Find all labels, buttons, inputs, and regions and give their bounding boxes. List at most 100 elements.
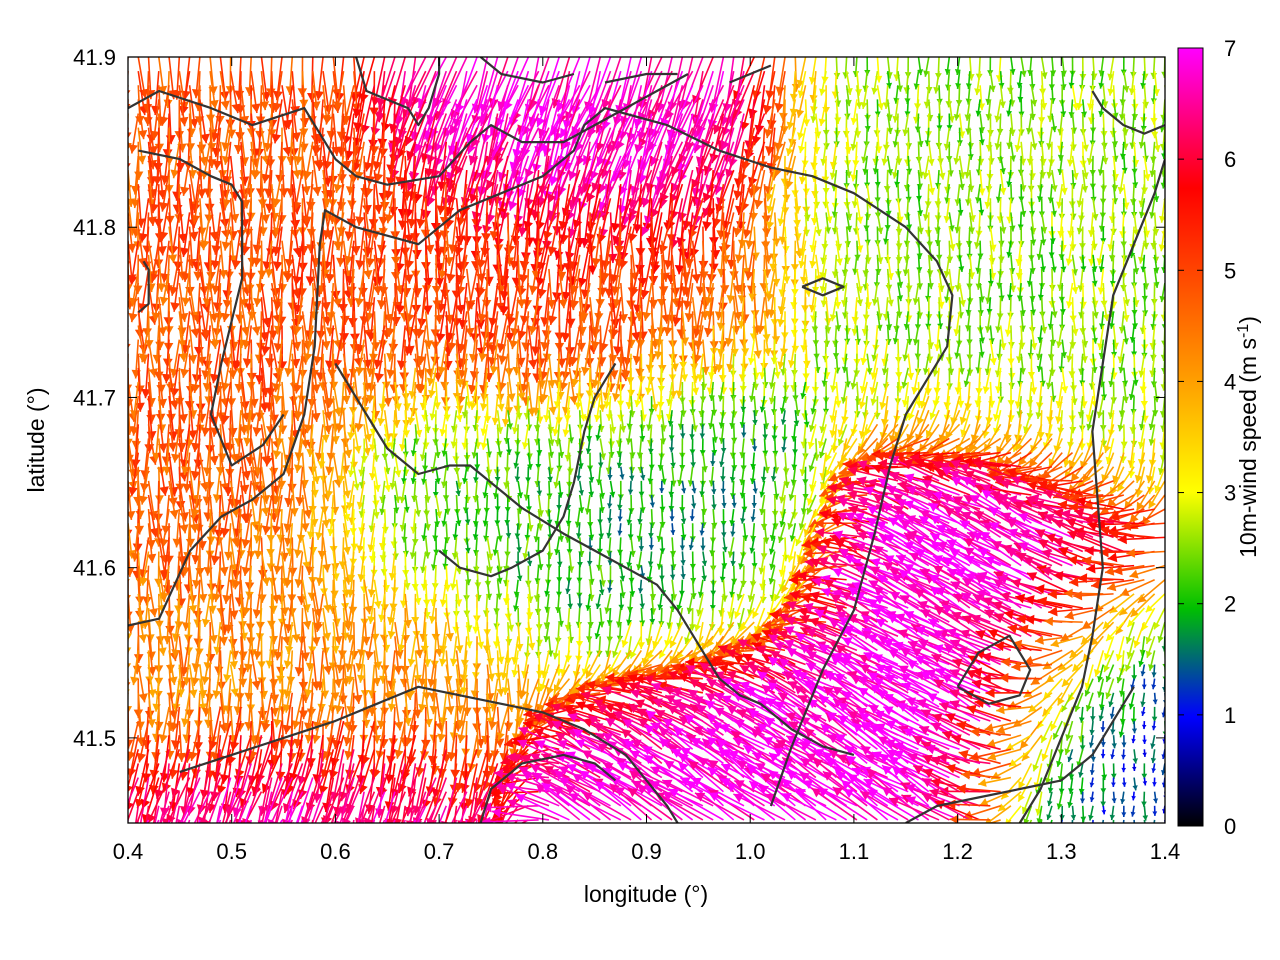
wind-vector-head bbox=[1141, 310, 1149, 317]
wind-vector-head bbox=[860, 101, 868, 109]
wind-vector-head bbox=[691, 273, 702, 284]
wind-vector-head bbox=[178, 105, 189, 116]
wind-vector-head bbox=[1030, 99, 1038, 107]
wind-vector-head bbox=[1111, 173, 1119, 181]
wind-vector-head bbox=[1131, 159, 1140, 167]
wind-vector-head bbox=[780, 178, 789, 186]
wind-vector-head bbox=[528, 285, 539, 295]
wind-vector-head bbox=[1049, 97, 1056, 104]
wind-vector-head bbox=[137, 129, 148, 140]
wind-vector-shaft bbox=[637, 127, 663, 184]
wind-vector-head bbox=[762, 382, 769, 389]
wind-vector-head bbox=[798, 176, 807, 185]
wind-vector-head bbox=[383, 190, 394, 200]
wind-vector-head bbox=[998, 295, 1005, 302]
wind-vector-head bbox=[790, 329, 799, 337]
wind-vector-head bbox=[404, 135, 414, 146]
wind-vector-head bbox=[1049, 238, 1056, 244]
wind-vector-head bbox=[802, 119, 811, 127]
wind-vector-head bbox=[1039, 380, 1046, 387]
wind-vector-head bbox=[528, 98, 539, 109]
wind-vector-head bbox=[977, 158, 985, 166]
wind-vector-head bbox=[340, 315, 350, 325]
wind-vector-head bbox=[1030, 143, 1038, 150]
wind-vector-head bbox=[586, 191, 596, 203]
wind-vector-head bbox=[1068, 82, 1075, 89]
wind-vector-head bbox=[650, 207, 660, 219]
wind-vector-head bbox=[1161, 71, 1165, 78]
wind-vector-head bbox=[128, 132, 132, 139]
wind-vector-head bbox=[864, 302, 873, 310]
wind-vector-head bbox=[374, 372, 385, 383]
wind-vector-head bbox=[798, 145, 806, 154]
wind-vector-shaft bbox=[498, 57, 519, 112]
wind-vector-head bbox=[1065, 258, 1073, 266]
wind-vector-shaft bbox=[709, 70, 725, 130]
wind-vector-head bbox=[1070, 127, 1078, 134]
wind-vector-head bbox=[860, 357, 868, 365]
wind-vector-head bbox=[831, 211, 839, 218]
wind-vector-head bbox=[416, 218, 426, 229]
wind-vector-shaft bbox=[623, 113, 643, 169]
wind-vector-head bbox=[264, 358, 275, 368]
wind-vector-head bbox=[844, 146, 853, 154]
wind-vector-head bbox=[953, 157, 961, 165]
wind-vector-head bbox=[1060, 187, 1068, 195]
wind-vector-head bbox=[1141, 187, 1149, 194]
wind-vector-head bbox=[1109, 130, 1117, 138]
wind-vector-shaft bbox=[628, 85, 643, 143]
wind-vector-head bbox=[403, 403, 411, 411]
wind-vector-head bbox=[999, 101, 1006, 108]
wind-vector-head bbox=[819, 88, 827, 96]
wind-vector-head bbox=[974, 88, 982, 96]
wind-vector-head bbox=[1150, 323, 1157, 330]
wind-vector-shaft bbox=[515, 113, 540, 166]
wind-vector-head bbox=[170, 169, 180, 179]
wind-vector-head bbox=[813, 201, 821, 209]
wind-vector-head bbox=[487, 356, 498, 367]
wind-vector-head bbox=[1050, 126, 1058, 133]
wind-vector-shaft bbox=[442, 84, 468, 139]
wind-vector-head bbox=[850, 117, 858, 125]
wind-vector-shaft bbox=[433, 57, 458, 108]
wind-vector-head bbox=[1098, 225, 1106, 232]
wind-vector-head bbox=[861, 156, 868, 164]
wind-vector-shaft bbox=[642, 155, 663, 208]
wind-vector-head bbox=[137, 155, 147, 165]
wind-vector-head bbox=[263, 188, 274, 198]
wind-vector-head bbox=[945, 101, 953, 108]
wind-vector-shaft bbox=[527, 57, 540, 114]
wind-vector-head bbox=[598, 200, 608, 211]
wind-vector-head bbox=[1141, 73, 1149, 81]
wind-vector-head bbox=[985, 144, 993, 152]
wind-vector-head bbox=[788, 138, 797, 147]
wind-vector-head bbox=[1057, 128, 1064, 136]
wind-vector-head bbox=[206, 271, 216, 281]
wind-vector-head bbox=[581, 366, 590, 376]
wind-vector-shaft bbox=[638, 70, 663, 123]
wind-vector-head bbox=[397, 220, 408, 230]
wind-vector-head bbox=[272, 102, 282, 113]
wind-vector-head bbox=[1078, 312, 1085, 319]
wind-vector-head bbox=[347, 317, 358, 328]
wind-vector-shaft bbox=[481, 57, 499, 114]
wind-vector-head bbox=[834, 117, 842, 124]
wind-vector-head bbox=[118, 355, 127, 364]
wind-vector-head bbox=[239, 115, 250, 125]
wind-vector-head bbox=[916, 312, 924, 319]
wind-vector-head bbox=[718, 374, 727, 383]
wind-vector-head bbox=[785, 147, 794, 156]
wind-vector-head bbox=[209, 99, 219, 109]
wind-vector-shaft bbox=[635, 70, 653, 129]
wind-vector-shaft bbox=[619, 141, 643, 196]
wind-vector-head bbox=[1160, 182, 1165, 189]
wind-vector-head bbox=[363, 270, 373, 280]
wind-vector-head bbox=[221, 312, 231, 322]
wind-vector-head bbox=[989, 85, 996, 93]
wind-vector-head bbox=[997, 157, 1004, 164]
wind-vector-head bbox=[635, 368, 645, 378]
wind-vector-shaft bbox=[694, 141, 704, 198]
wind-vector-head bbox=[521, 342, 531, 352]
wind-vector-head bbox=[877, 102, 885, 110]
